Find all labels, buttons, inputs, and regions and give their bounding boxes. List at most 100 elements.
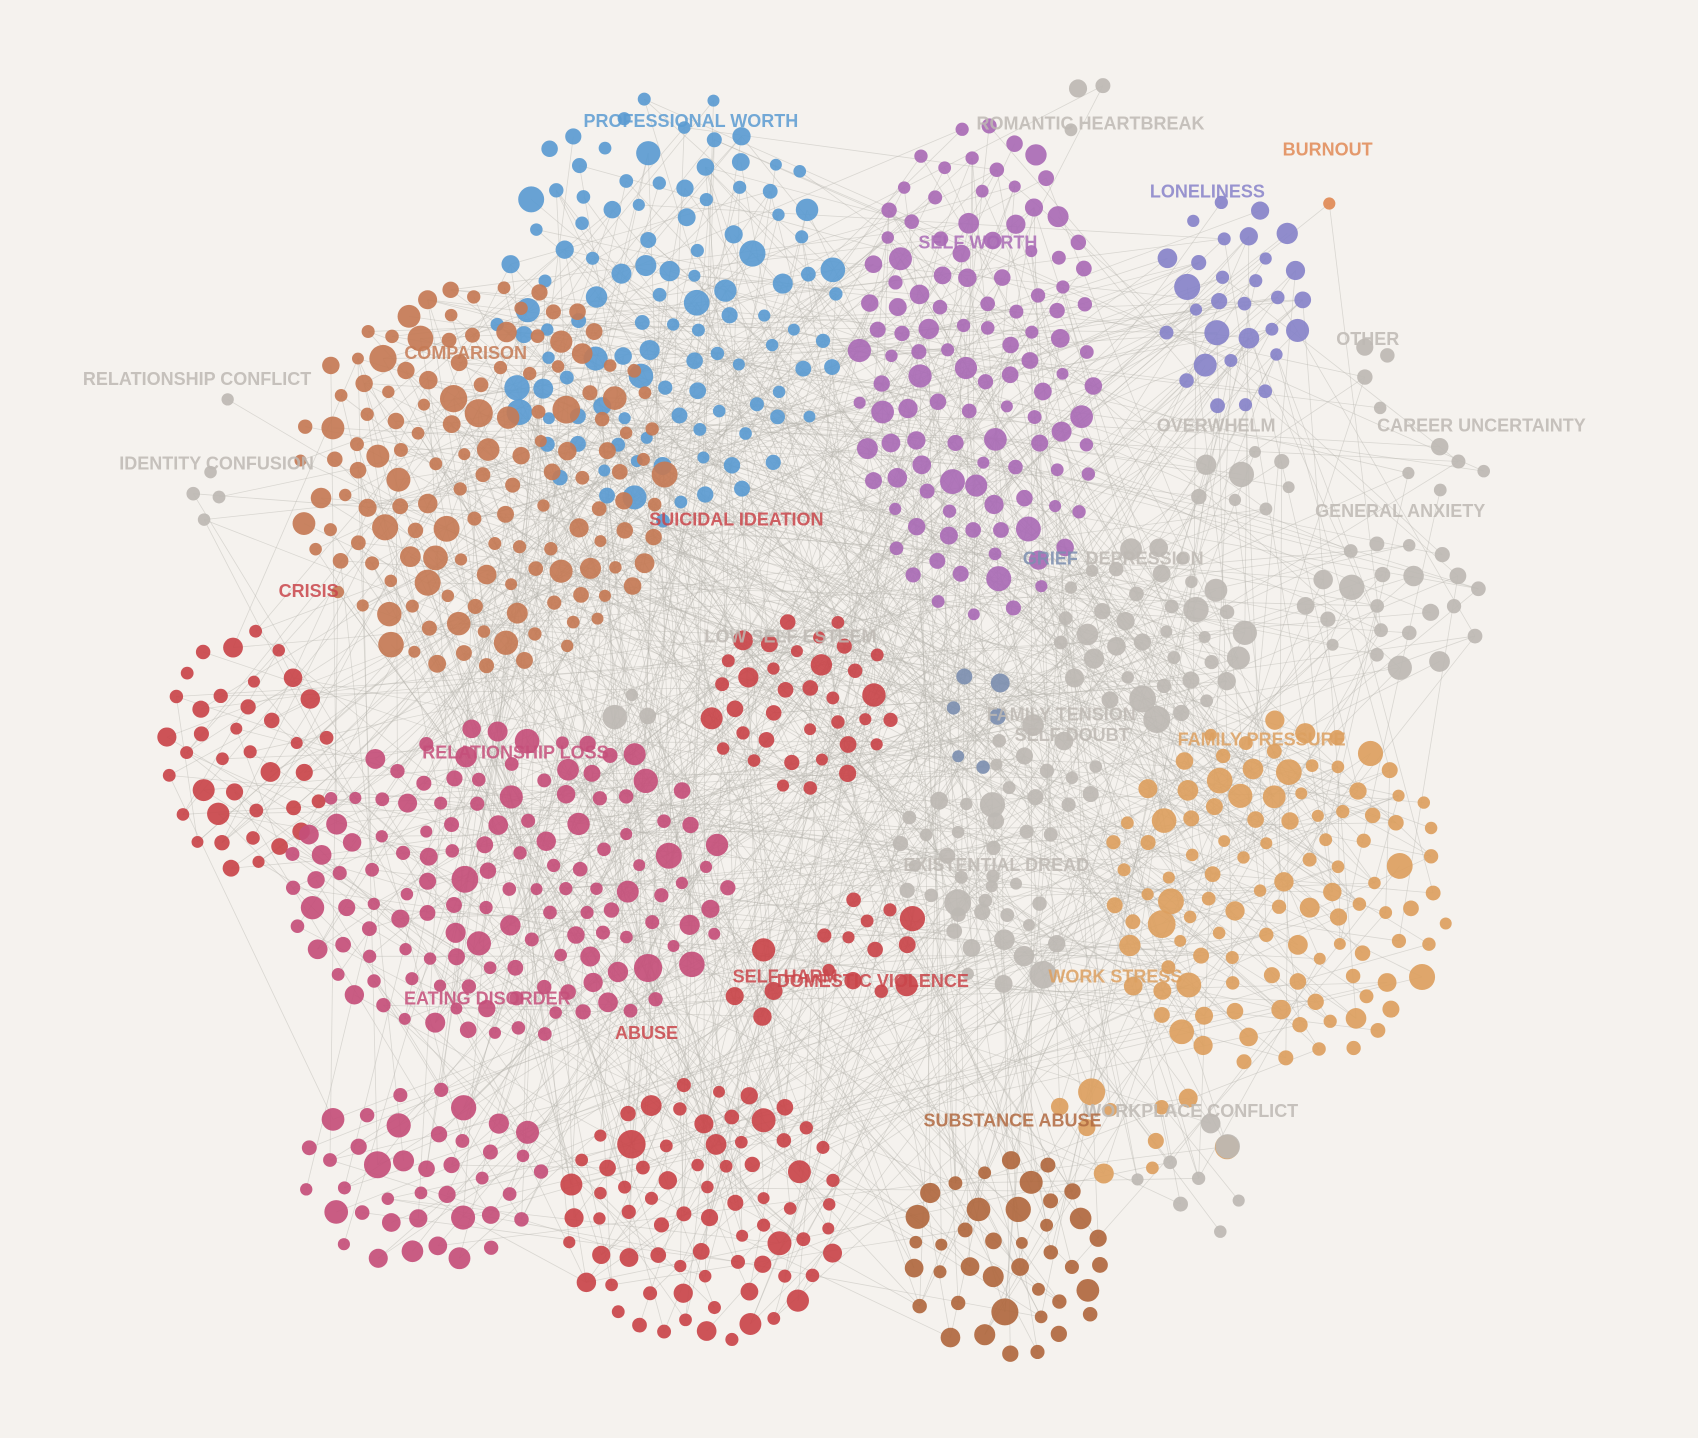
edge [575,934,920,1307]
node [1138,779,1158,799]
edge [599,797,1193,856]
node [1158,888,1184,915]
edge [888,209,1401,669]
node [1119,934,1141,957]
node [418,1160,435,1178]
edge [919,511,950,1307]
node [1296,597,1315,615]
node [439,385,468,413]
node [990,673,1010,693]
node [1391,933,1407,949]
node [1333,937,1346,950]
edge [498,529,974,826]
edge [472,335,580,529]
node [419,847,438,866]
edge [315,879,522,1220]
node [1140,834,1156,851]
edge [810,613,974,689]
edge [651,340,824,923]
edge [221,329,878,843]
node [322,356,340,375]
node [549,1006,562,1019]
node [311,794,326,809]
node [721,307,738,324]
node [1015,747,1034,765]
node [487,721,508,742]
node [867,941,883,958]
edge [587,465,733,745]
node [691,323,705,337]
edge [891,297,1278,357]
edge [628,139,715,1212]
node [803,410,816,423]
edge [631,585,1042,1145]
node [1266,743,1282,759]
node [473,377,489,393]
node [803,781,818,795]
node [1159,325,1174,340]
edge [624,1186,1073,1192]
node [795,198,819,222]
node [986,566,1012,592]
edge [420,338,546,1035]
node [398,1012,411,1025]
node [632,1317,647,1333]
edge [509,976,1423,1195]
node [1185,848,1199,862]
edge [459,362,882,384]
node [602,386,627,410]
node [736,1229,749,1242]
node [557,758,579,781]
node [1215,270,1230,284]
node [349,461,367,479]
node [769,158,782,171]
node [560,1173,583,1196]
node [213,688,228,704]
node [376,998,391,1013]
node [534,435,547,447]
edge [340,395,368,508]
node [862,683,886,707]
node [392,498,409,515]
node [744,1156,760,1173]
node [583,972,603,993]
edge [293,403,758,809]
node [861,294,879,312]
node [1345,1008,1367,1029]
node [1079,345,1094,359]
node [450,1002,463,1015]
node [740,1087,758,1105]
edge [683,139,715,1214]
node [1214,195,1228,210]
edge [321,764,997,856]
edge [779,904,1116,1244]
edge [778,391,913,919]
node [386,467,411,492]
node [1093,1163,1114,1184]
edge [560,570,729,662]
node [470,796,485,811]
node [682,816,699,834]
node [319,730,334,745]
edge [478,548,1132,944]
cluster-label: BURNOUT [1283,139,1373,159]
edge [663,466,1016,1332]
node [180,666,194,680]
node [566,615,580,629]
node [455,746,477,768]
node [1068,79,1088,98]
edge [955,902,959,1184]
node [603,200,622,219]
node [765,454,781,470]
node [294,454,307,467]
node [504,757,519,771]
node [1370,599,1385,613]
edge [582,1011,625,1188]
edge [377,766,1339,1166]
node [567,926,585,944]
node [719,1159,733,1173]
edge [1033,207,1052,835]
node [1215,1134,1240,1159]
edge [773,790,1359,1319]
